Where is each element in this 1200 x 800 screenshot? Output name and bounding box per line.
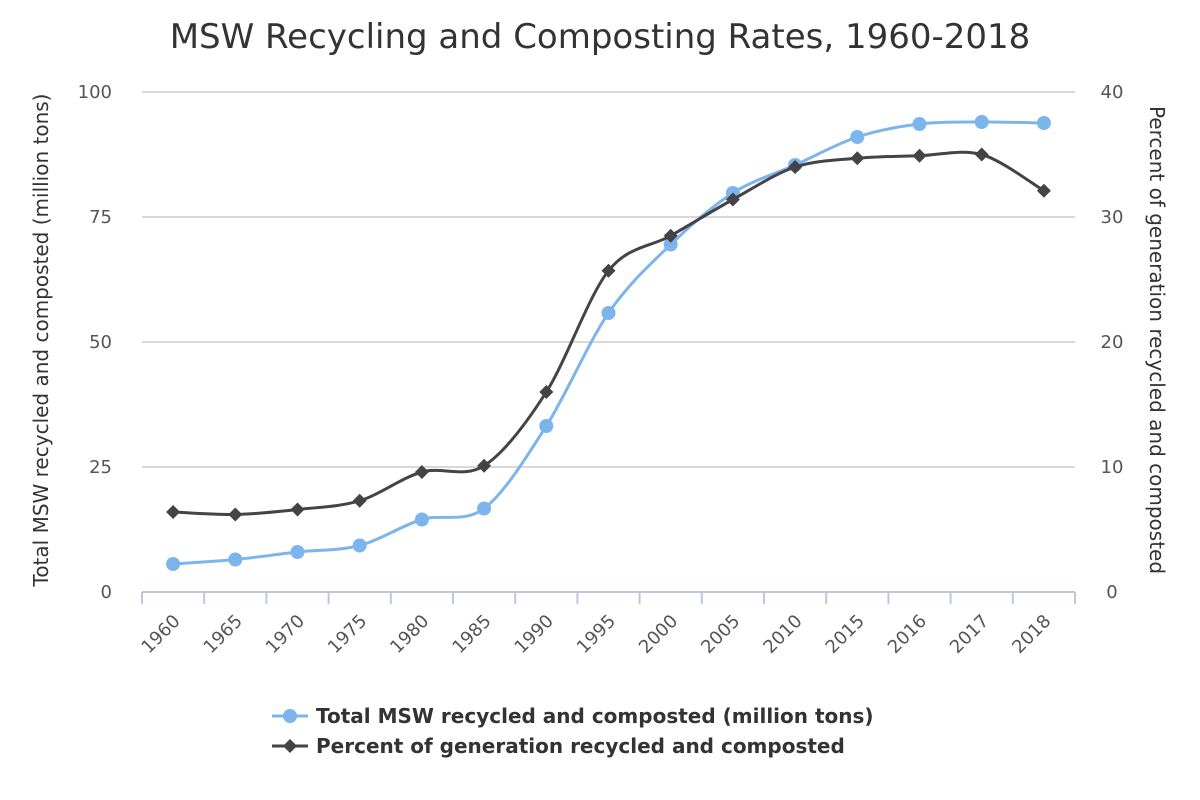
x-tick-label: 2018 [1008,611,1055,658]
series-line [173,150,1045,517]
x-tick-label: 2015 [822,611,869,658]
y-right-tick-label: 30 [1101,207,1124,228]
data-point-diamond[interactable] [477,458,492,473]
data-point-circle[interactable] [974,115,989,129]
data-point-diamond[interactable] [912,148,927,163]
data-point-circle[interactable] [539,419,554,433]
y-right-tick-label: 10 [1101,457,1124,478]
legend-label: Percent of generation recycled and compo… [316,734,845,758]
data-point-circle[interactable] [166,557,181,571]
data-point-diamond[interactable] [228,507,243,522]
legend-item[interactable]: Percent of generation recycled and compo… [272,734,845,758]
legend-item[interactable]: Total MSW recycled and composted (millio… [272,704,874,728]
data-point-circle[interactable] [1036,116,1051,130]
y-axis-right-ticks: 0 10 20 30 40 [1101,82,1124,603]
data-point-circle[interactable] [414,512,429,527]
data-point-diamond[interactable] [290,502,305,517]
y-left-tick-label: 25 [89,457,112,478]
data-point-diamond[interactable] [663,228,678,243]
data-point-diamond[interactable] [414,465,429,479]
data-point-diamond[interactable] [1036,183,1051,198]
x-tick-label: 1995 [573,611,620,658]
data-point-circle[interactable] [601,306,616,320]
data-point-diamond[interactable] [974,147,989,162]
data-point-circle[interactable] [850,130,865,144]
x-axis: 1960 1965 1970 1975 1980 1985 1990 1995 2000 2005… [137,591,1076,658]
series-2 [166,147,1051,522]
x-tick-label: 1975 [324,611,371,658]
y-axis-right-label: Percent of generation recycled and compo… [1145,106,1169,574]
chart-title: MSW Recycling and Composting Rates, 1960… [170,17,1031,57]
data-point-circle[interactable] [228,552,243,567]
data-point-diamond[interactable] [166,505,181,519]
legend-marker-diamond[interactable] [283,739,297,753]
y-left-tick-label: 50 [89,332,112,353]
y-axis-left-label: Total MSW recycled and composted (millio… [29,94,53,588]
data-point-diamond[interactable] [352,493,367,508]
legend-marker-circle[interactable] [283,709,297,723]
y-axis-left-ticks: 0 25 50 75 100 [78,82,112,603]
x-tick-label: 1985 [448,611,495,658]
x-tick-label: 1960 [137,611,184,658]
data-point-diamond[interactable] [850,151,865,166]
data-point-circle[interactable] [290,545,305,559]
data-point-circle[interactable] [477,501,492,516]
x-tick-label: 2005 [697,611,744,658]
legend-label: Total MSW recycled and composted (millio… [316,704,874,728]
series-layer [166,115,1051,571]
y-left-tick-label: 100 [78,82,112,103]
y-right-tick-label: 0 [1106,582,1117,603]
data-point-diamond[interactable] [725,192,740,207]
x-tick-label: 1990 [511,611,558,658]
data-point-circle[interactable] [912,117,927,131]
legend: Total MSW recycled and composted (millio… [272,704,874,758]
y-left-tick-label: 0 [101,582,112,603]
y-left-tick-label: 75 [89,207,112,228]
x-tick-label: 1965 [200,611,247,658]
x-tick-label: 1970 [262,611,309,658]
grid [142,91,1075,468]
data-point-circle[interactable] [663,237,678,252]
data-point-diamond[interactable] [539,385,554,399]
data-point-circle[interactable] [352,538,367,553]
data-point-diamond[interactable] [601,263,616,278]
x-tick-label: 2010 [759,611,806,658]
data-point-diamond[interactable] [788,160,803,174]
x-tick-label: 2017 [946,611,993,658]
y-right-tick-label: 20 [1101,332,1124,353]
x-tick-label: 2016 [884,611,931,658]
x-tick-label: 2000 [635,611,682,658]
y-right-tick-label: 40 [1101,82,1124,103]
x-tick-label: 1980 [386,611,433,658]
